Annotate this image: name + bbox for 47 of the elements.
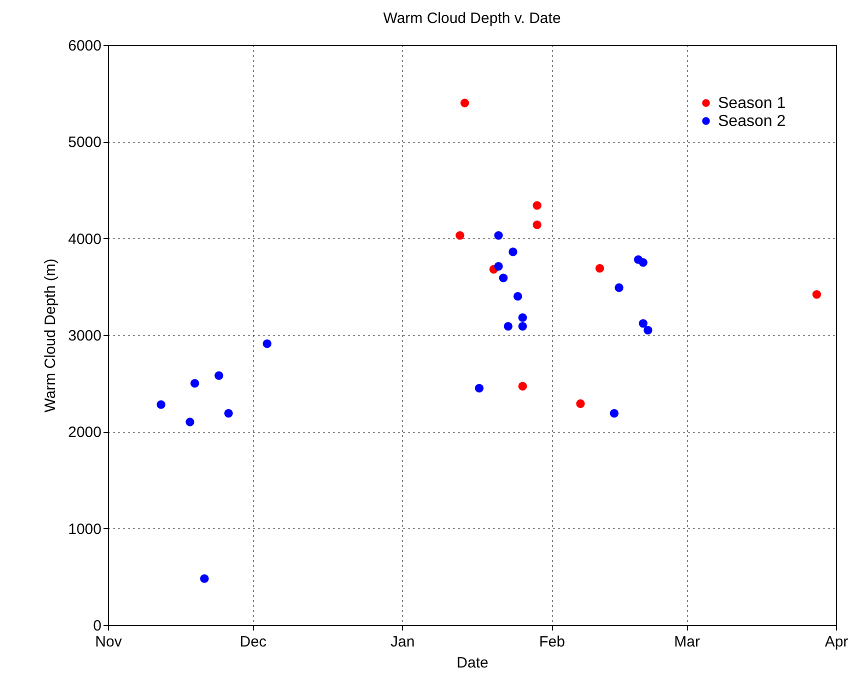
y-tick-label: 2000 xyxy=(68,424,102,442)
y-tick-label: 6000 xyxy=(68,38,102,54)
point xyxy=(508,248,518,256)
point xyxy=(812,290,822,299)
point xyxy=(614,283,624,292)
point xyxy=(494,231,503,240)
y-tick-label: 4000 xyxy=(68,230,102,248)
point xyxy=(576,399,585,408)
x-tick-label: Dec xyxy=(240,634,267,650)
point xyxy=(186,418,194,426)
point xyxy=(499,274,508,282)
legend-label: Season 2 xyxy=(718,113,786,130)
point xyxy=(532,220,542,230)
point xyxy=(474,384,484,392)
y-tick-label: 0 xyxy=(93,618,102,634)
point xyxy=(610,408,619,418)
point xyxy=(638,258,648,267)
x-tick-label: Apr xyxy=(824,634,848,650)
x-tick-label: Jan xyxy=(390,634,415,650)
point xyxy=(595,264,604,273)
point xyxy=(200,574,209,583)
legend-label: Season 1 xyxy=(718,95,786,112)
point xyxy=(214,371,224,380)
y-tick-label: 3000 xyxy=(68,328,102,344)
point xyxy=(156,400,166,409)
point xyxy=(518,322,527,331)
point xyxy=(518,382,527,391)
point xyxy=(224,408,233,418)
point xyxy=(532,201,542,210)
x-axis-title: Date xyxy=(456,654,488,672)
x-tick-label: Feb xyxy=(539,634,565,650)
chart-title: Warm Cloud Depth v. Date xyxy=(383,10,561,27)
point xyxy=(638,319,648,328)
point xyxy=(504,322,512,331)
point xyxy=(644,326,652,334)
y-axis-title: Warm Cloud Depth (m) xyxy=(42,258,60,412)
point xyxy=(494,262,503,271)
point xyxy=(456,231,464,240)
x-tick-label: Mar xyxy=(674,634,700,650)
point xyxy=(262,339,272,348)
point xyxy=(190,379,200,388)
y-tick-label: 5000 xyxy=(68,134,102,152)
point xyxy=(460,98,470,108)
point xyxy=(513,292,522,301)
point xyxy=(518,313,527,322)
y-tick-label: 1000 xyxy=(68,520,102,538)
x-tick-label: Nov xyxy=(95,634,122,650)
